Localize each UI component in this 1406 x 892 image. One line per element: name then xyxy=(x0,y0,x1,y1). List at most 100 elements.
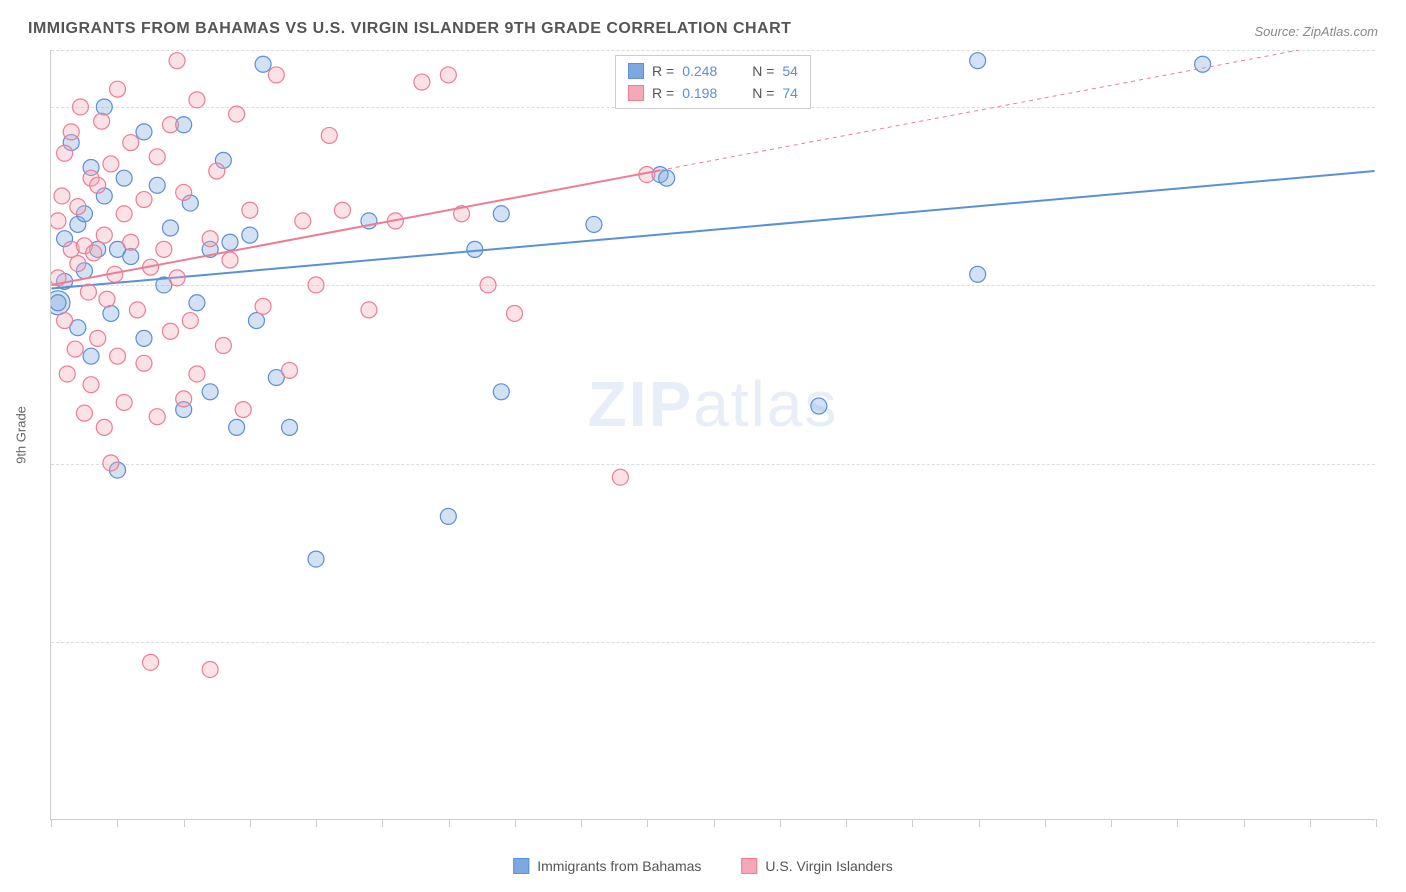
legend-label-usvi: U.S. Virgin Islanders xyxy=(765,858,892,874)
scatter-point-usvi xyxy=(209,163,225,179)
scatter-point-usvi xyxy=(149,409,165,425)
scatter-point-usvi xyxy=(507,305,523,321)
x-tick xyxy=(51,819,52,827)
scatter-point-bahamas xyxy=(970,266,986,282)
scatter-point-usvi xyxy=(176,391,192,407)
scatter-point-usvi xyxy=(136,192,152,208)
scatter-point-bahamas xyxy=(1195,56,1211,72)
scatter-point-usvi xyxy=(361,302,377,318)
scatter-point-usvi xyxy=(295,213,311,229)
scatter-point-bahamas xyxy=(123,249,139,265)
y-axis-title: 9th Grade xyxy=(14,406,29,464)
scatter-point-usvi xyxy=(222,252,238,268)
scatter-point-bahamas xyxy=(970,53,986,69)
chart-title: IMMIGRANTS FROM BAHAMAS VS U.S. VIRGIN I… xyxy=(28,20,791,38)
scatter-point-usvi xyxy=(235,402,251,418)
scatter-point-usvi xyxy=(182,313,198,329)
scatter-point-usvi xyxy=(176,184,192,200)
legend-swatch-bahamas xyxy=(513,858,529,874)
scatter-point-bahamas xyxy=(493,206,509,222)
scatter-point-bahamas xyxy=(149,177,165,193)
chart-plot-area: 9th Grade R = 0.248 N = 54 R = 0.198 N =… xyxy=(50,50,1375,820)
x-tick xyxy=(1310,819,1311,827)
x-tick xyxy=(647,819,648,827)
x-tick xyxy=(449,819,450,827)
scatter-point-usvi xyxy=(334,202,350,218)
x-tick xyxy=(382,819,383,827)
scatter-point-usvi xyxy=(414,74,430,90)
scatter-point-usvi xyxy=(169,270,185,286)
x-tick xyxy=(1244,819,1245,827)
legend-r-value-usvi: 0.198 xyxy=(682,82,736,104)
scatter-point-usvi xyxy=(162,117,178,133)
scatter-point-bahamas xyxy=(242,227,258,243)
legend-n-label: N = xyxy=(752,60,774,82)
scatter-point-usvi xyxy=(123,135,139,151)
x-tick xyxy=(846,819,847,827)
x-tick xyxy=(1376,819,1377,827)
scatter-point-usvi xyxy=(282,362,298,378)
legend-stats-row-bahamas: R = 0.248 N = 54 xyxy=(628,60,798,82)
scatter-point-usvi xyxy=(440,67,456,83)
legend-bottom: Immigrants from Bahamas U.S. Virgin Isla… xyxy=(513,858,893,874)
scatter-point-bahamas xyxy=(659,170,675,186)
scatter-point-bahamas xyxy=(162,220,178,236)
scatter-point-bahamas xyxy=(467,241,483,257)
scatter-point-usvi xyxy=(129,302,145,318)
scatter-point-usvi xyxy=(162,323,178,339)
x-tick xyxy=(979,819,980,827)
scatter-point-bahamas xyxy=(222,234,238,250)
scatter-point-usvi xyxy=(99,291,115,307)
x-tick xyxy=(1045,819,1046,827)
scatter-point-bahamas xyxy=(51,295,66,311)
scatter-point-usvi xyxy=(96,419,112,435)
scatter-point-usvi xyxy=(189,92,205,108)
legend-r-label: R = xyxy=(652,60,674,82)
x-tick xyxy=(780,819,781,827)
legend-item-usvi: U.S. Virgin Islanders xyxy=(741,858,892,874)
scatter-point-usvi xyxy=(57,313,73,329)
scatter-point-usvi xyxy=(110,81,126,97)
scatter-point-bahamas xyxy=(116,170,132,186)
scatter-point-usvi xyxy=(103,156,119,172)
scatter-point-usvi xyxy=(80,284,96,300)
scatter-point-usvi xyxy=(59,366,75,382)
scatter-point-bahamas xyxy=(229,419,245,435)
scatter-point-usvi xyxy=(72,99,88,115)
legend-stats-row-usvi: R = 0.198 N = 74 xyxy=(628,82,798,104)
x-tick xyxy=(184,819,185,827)
scatter-point-usvi xyxy=(242,202,258,218)
legend-n-label: N = xyxy=(752,82,774,104)
scatter-point-bahamas xyxy=(96,99,112,115)
scatter-point-usvi xyxy=(229,106,245,122)
scatter-point-usvi xyxy=(116,206,132,222)
scatter-point-usvi xyxy=(83,377,99,393)
scatter-point-bahamas xyxy=(136,124,152,140)
legend-n-value-bahamas: 54 xyxy=(782,60,798,82)
scatter-point-bahamas xyxy=(83,348,99,364)
legend-item-bahamas: Immigrants from Bahamas xyxy=(513,858,701,874)
scatter-point-usvi xyxy=(156,241,172,257)
scatter-point-usvi xyxy=(51,213,66,229)
scatter-point-usvi xyxy=(189,366,205,382)
scatter-point-usvi xyxy=(86,245,102,261)
legend-r-value-bahamas: 0.248 xyxy=(682,60,736,82)
scatter-point-bahamas xyxy=(308,551,324,567)
scatter-point-usvi xyxy=(67,341,83,357)
scatter-point-usvi xyxy=(202,231,218,247)
legend-swatch-usvi xyxy=(741,858,757,874)
scatter-point-usvi xyxy=(54,188,70,204)
scatter-point-bahamas xyxy=(103,305,119,321)
scatter-point-usvi xyxy=(70,256,86,272)
scatter-point-usvi xyxy=(110,348,126,364)
scatter-point-usvi xyxy=(90,330,106,346)
scatter-point-usvi xyxy=(215,338,231,354)
x-tick xyxy=(714,819,715,827)
legend-swatch-bahamas xyxy=(628,63,644,79)
scatter-point-bahamas xyxy=(255,56,271,72)
scatter-point-usvi xyxy=(136,355,152,371)
x-tick xyxy=(1111,819,1112,827)
x-tick xyxy=(515,819,516,827)
trend-line-usvi xyxy=(51,170,660,285)
scatter-point-usvi xyxy=(90,177,106,193)
